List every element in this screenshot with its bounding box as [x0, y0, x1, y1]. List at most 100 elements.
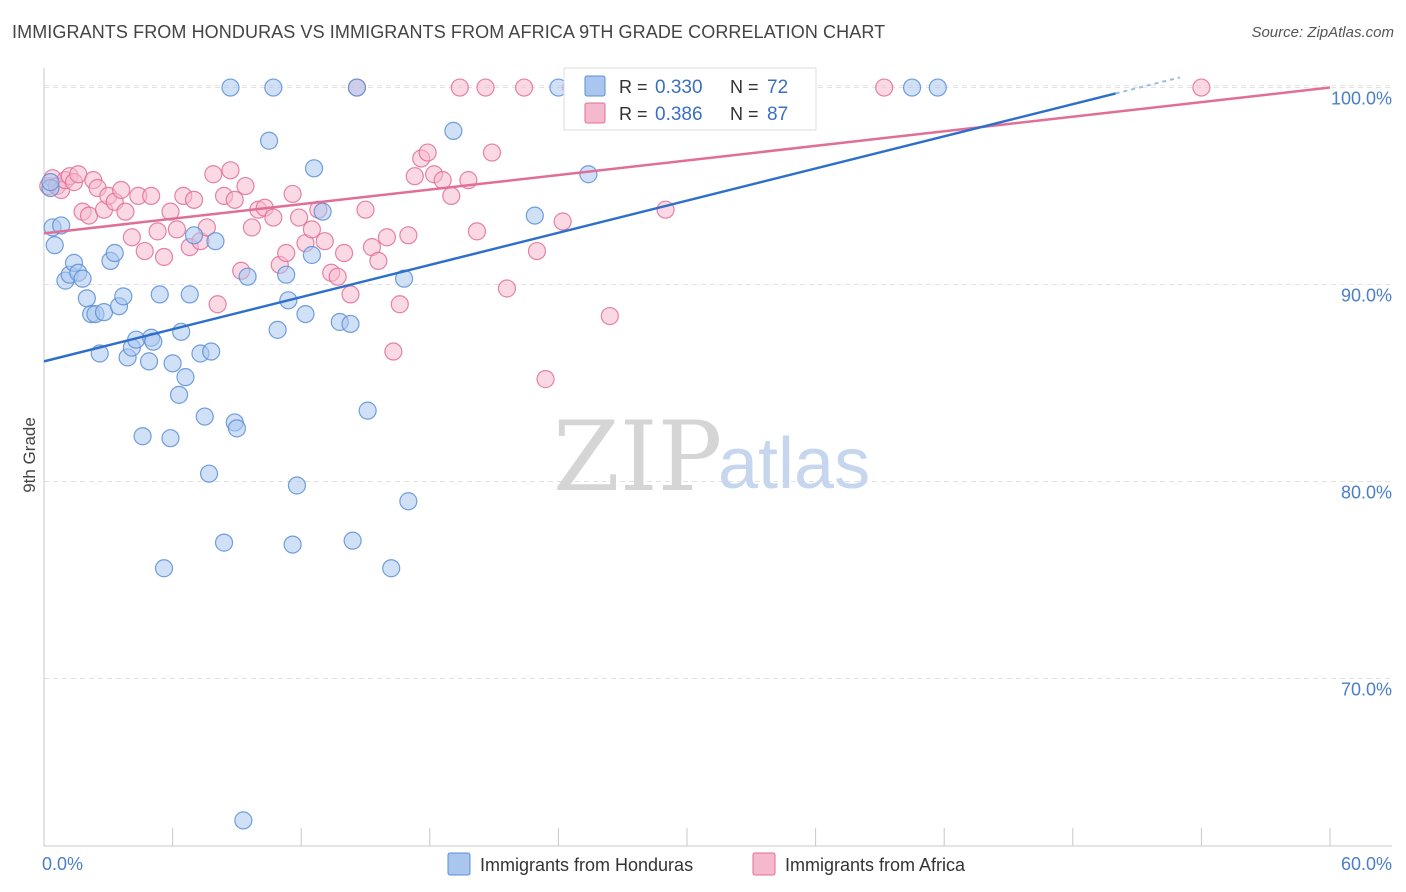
point-honduras-29	[163, 354, 182, 373]
stats-swatch-africa	[584, 102, 606, 124]
trend-lines	[43, 76, 1331, 363]
watermark: ZIP atlas	[553, 401, 870, 513]
point-honduras-37	[199, 464, 219, 483]
point-honduras-9	[73, 269, 92, 288]
series-legend: Immigrants from Honduras Immigrants from…	[447, 852, 966, 876]
point-africa-43	[283, 184, 302, 204]
point-honduras-36	[195, 407, 214, 426]
point-africa-71	[482, 143, 502, 162]
point-honduras-30	[169, 385, 189, 404]
point-africa-65	[433, 171, 452, 190]
stats-swatch-honduras	[584, 75, 606, 97]
stats-n-value-honduras: 72	[767, 77, 788, 98]
point-africa-44	[289, 208, 309, 227]
point-honduras-49	[277, 265, 296, 284]
point-africa-74	[527, 241, 547, 261]
point-africa-21	[148, 222, 167, 241]
point-africa-36	[236, 176, 255, 196]
point-honduras-26	[154, 559, 174, 578]
y-tick-label-1: 80.0%	[1341, 483, 1392, 503]
watermark-zip: ZIP	[553, 401, 722, 513]
axes	[43, 68, 1392, 847]
point-honduras-34	[184, 226, 204, 245]
point-honduras-22	[139, 352, 159, 371]
point-africa-70	[476, 78, 495, 97]
grid-lines	[44, 85, 1390, 680]
x-tick-label-0: 0.0%	[42, 854, 83, 874]
point-africa-19	[135, 241, 154, 261]
source-label: Source: ZipAtlas.com	[1251, 24, 1394, 41]
point-africa-27	[184, 190, 204, 209]
point-honduras-56	[313, 202, 332, 221]
point-africa-51	[334, 243, 354, 263]
point-africa-37	[242, 218, 262, 237]
point-honduras-33	[180, 285, 199, 304]
point-honduras-53	[296, 305, 315, 324]
point-honduras-1	[41, 173, 60, 192]
point-honduras-10	[77, 289, 96, 308]
point-africa-42	[277, 243, 296, 263]
point-africa-66	[442, 186, 461, 205]
y-tick-labels: 70.0% 80.0% 90.0% 100.0%	[1331, 89, 1392, 700]
point-honduras-70	[902, 78, 922, 97]
point-africa-48	[315, 232, 334, 251]
point-honduras-46	[259, 131, 279, 150]
point-africa-31	[208, 295, 227, 314]
point-africa-61	[405, 167, 424, 186]
point-africa-69	[467, 222, 487, 241]
point-honduras-65	[444, 121, 463, 140]
stats-r-value-africa: 0.386	[655, 104, 703, 125]
point-honduras-28	[161, 429, 180, 448]
point-africa-76	[553, 212, 572, 231]
y-tick-label-3: 100.0%	[1331, 89, 1392, 109]
y-axis-label: 9th Grade	[20, 417, 39, 493]
series-honduras-points	[41, 78, 947, 830]
point-africa-40	[264, 208, 283, 227]
point-honduras-64	[399, 492, 418, 511]
legend-swatch-honduras	[447, 852, 471, 876]
point-honduras-71	[928, 78, 947, 97]
point-honduras-45	[221, 78, 240, 97]
point-africa-67	[450, 78, 469, 97]
stats-legend: R = 0.330 N = 72 R = 0.386 N = 87	[563, 67, 817, 131]
point-africa-79	[600, 306, 619, 326]
point-honduras-59	[343, 531, 362, 550]
stats-legend-box	[563, 67, 817, 131]
point-honduras-58	[341, 314, 360, 334]
point-honduras-25	[150, 285, 169, 304]
stats-n-label-honduras: N =	[730, 77, 759, 97]
legend-label-honduras: Immigrants from Honduras	[480, 855, 693, 875]
point-africa-17	[122, 228, 141, 247]
point-africa-75	[536, 370, 555, 389]
point-honduras-47	[264, 78, 283, 97]
point-honduras-38	[202, 342, 221, 361]
y-tick-label-2: 90.0%	[1341, 286, 1392, 306]
point-africa-85	[875, 78, 894, 97]
chart-title: IMMIGRANTS FROM HONDURAS VS IMMIGRANTS F…	[12, 22, 886, 42]
point-africa-34	[225, 190, 244, 209]
point-africa-56	[369, 251, 388, 271]
point-africa-57	[377, 228, 397, 247]
point-honduras-60	[347, 78, 367, 97]
point-honduras-68	[579, 165, 598, 184]
legend-label-africa: Immigrants from Africa	[785, 855, 966, 875]
legend-swatch-africa	[752, 852, 776, 876]
stats-r-value-honduras: 0.330	[655, 77, 703, 98]
point-honduras-16	[105, 243, 124, 263]
point-honduras-55	[304, 159, 324, 178]
point-africa-52	[341, 285, 360, 304]
point-honduras-32	[176, 368, 195, 387]
trend-line-africa	[43, 86, 1331, 235]
point-honduras-48	[268, 320, 287, 339]
point-africa-73	[515, 78, 534, 97]
point-africa-72	[497, 279, 517, 298]
point-honduras-66	[525, 206, 544, 225]
point-africa-22	[154, 247, 174, 267]
point-honduras-42	[227, 419, 246, 438]
point-honduras-27	[133, 427, 152, 446]
point-honduras-3	[45, 236, 64, 255]
point-africa-16	[116, 202, 135, 221]
point-honduras-40	[214, 533, 234, 552]
point-africa-54	[356, 200, 375, 219]
